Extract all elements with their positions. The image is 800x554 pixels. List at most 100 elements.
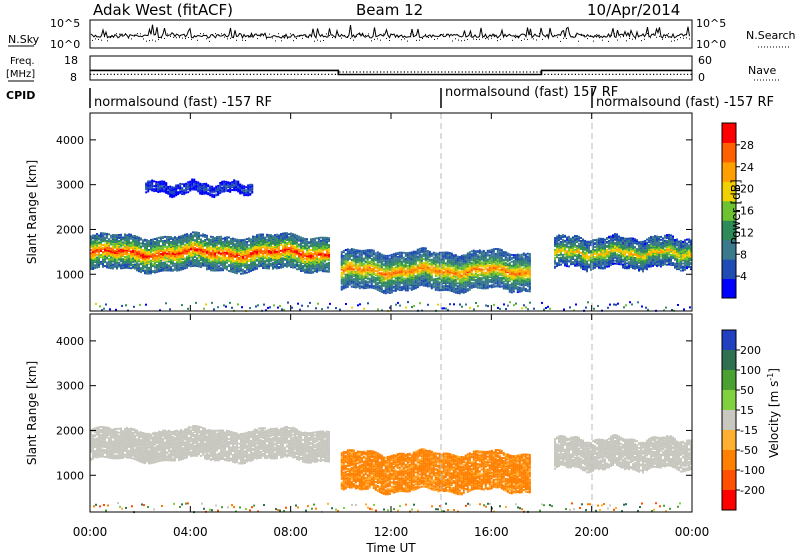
heatmap-cell: [320, 269, 322, 272]
heatmap-cell: [220, 235, 222, 238]
heatmap-cell: [112, 256, 114, 259]
heatmap-cell: [250, 238, 252, 241]
noise-search-dot: [518, 35, 519, 37]
heatmap-cell: [156, 248, 158, 251]
heatmap-cell: [384, 284, 387, 287]
heatmap-cell: [220, 256, 222, 259]
heatmap-cell: [364, 249, 367, 252]
heatmap-cell: [278, 260, 280, 263]
heatmap-cell: [388, 257, 391, 260]
noise-search-dot: [428, 37, 429, 38]
heatmap-cell: [122, 249, 124, 252]
heatmap-cell: [298, 235, 300, 238]
noise-right-tick-bottom: 10^0: [696, 38, 726, 51]
heatmap-cell: [126, 248, 128, 251]
heatmap-cell: [410, 286, 413, 289]
heatmap-cell: [386, 291, 389, 294]
heatmap-cell: [236, 264, 238, 267]
heatmap-cell: [114, 243, 116, 245]
heatmap-cell: [212, 243, 214, 246]
heatmap-cell: [260, 265, 262, 267]
heatmap-cell: [292, 233, 294, 236]
heatmap-cell: [288, 260, 290, 263]
heatmap-cell: [232, 265, 234, 268]
noise-search-dot: [194, 35, 195, 37]
noise-search-dot: [491, 37, 492, 39]
heatmap-cell: [258, 252, 260, 255]
heatmap-cell: [344, 253, 347, 255]
heatmap-cell: [222, 265, 224, 268]
heatmap-cell: [252, 235, 254, 238]
heatmap-cell: [382, 272, 385, 275]
heatmap-cell: [242, 242, 244, 244]
heatmap-cell: [398, 251, 401, 254]
heatmap-cell: [352, 278, 355, 281]
noise-panel: N.Sky 10^5 10^0 10^5 10^0 N.Search: [8, 17, 796, 51]
heatmap-cell: [402, 258, 405, 261]
heatmap-cell: [436, 280, 439, 283]
heatmap-cell: [414, 266, 417, 269]
heatmap-cell: [300, 241, 302, 244]
heatmap-cell: [358, 274, 361, 277]
heatmap-cell: [104, 255, 106, 258]
heatmap-cell: [98, 234, 100, 237]
heatmap-cell: [164, 265, 166, 268]
noise-search-dot: [437, 38, 438, 40]
heatmap-cell: [438, 269, 441, 272]
heatmap-cell: [394, 279, 397, 282]
heatmap-cell: [378, 256, 381, 259]
heatmap-cell: [360, 252, 363, 255]
heatmap-cell: [358, 269, 361, 272]
heatmap-cell: [386, 280, 389, 283]
heatmap-cell: [154, 254, 156, 257]
noise-search-dot: [470, 35, 471, 37]
heatmap-cell: [194, 231, 196, 234]
heatmap-cell: [312, 240, 314, 242]
heatmap-cell: [200, 238, 202, 241]
noise-search-dot: [233, 36, 234, 38]
heatmap-cell: [244, 257, 246, 260]
heatmap-cell: [94, 261, 96, 264]
heatmap-cell: [326, 240, 328, 243]
heatmap-cell: [166, 252, 168, 255]
heatmap-cell: [436, 252, 439, 255]
heatmap-cell: [214, 244, 216, 246]
heatmap-cell: [96, 253, 98, 256]
heatmap-cell: [418, 281, 421, 284]
heatmap-cell: [428, 272, 431, 275]
heatmap-cell: [284, 262, 286, 265]
heatmap-cell: [392, 264, 395, 266]
heatmap-cell: [342, 286, 345, 289]
heatmap-cell: [108, 260, 110, 263]
heatmap-cell: [430, 252, 433, 255]
heatmap-cell: [272, 261, 274, 264]
heatmap-cell: [196, 240, 198, 243]
heatmap-cell: [368, 284, 371, 287]
noise-search-dot: [353, 39, 354, 41]
heatmap-cell: [278, 236, 280, 239]
heatmap-cell: [280, 249, 282, 252]
heatmap-cell: [396, 257, 399, 260]
heatmap-cell: [160, 264, 162, 266]
heatmap-cell: [398, 258, 401, 261]
heatmap-cell: [194, 239, 196, 242]
heatmap-cell: [182, 250, 184, 253]
cpid-segment-0: normalsound (fast) -157 RF: [94, 95, 272, 110]
heatmap-cell: [308, 269, 310, 272]
heatmap-cell: [186, 240, 188, 242]
heatmap-cell: [242, 268, 244, 271]
heatmap-cell: [222, 258, 224, 261]
heatmap-cell: [134, 242, 136, 245]
heatmap-cell: [326, 265, 328, 268]
heatmap-cell: [232, 267, 234, 270]
heatmap-cell: [354, 270, 357, 273]
heatmap-cell: [380, 290, 383, 292]
heatmap-cell: [268, 238, 270, 240]
heatmap-cell: [244, 270, 246, 273]
heatmap-cell: [328, 270, 330, 273]
noise-search-dot: [248, 36, 249, 38]
heatmap-cell: [368, 260, 371, 263]
heatmap-cell: [90, 265, 92, 268]
heatmap-cell: [106, 257, 108, 260]
heatmap-cell: [394, 266, 397, 269]
